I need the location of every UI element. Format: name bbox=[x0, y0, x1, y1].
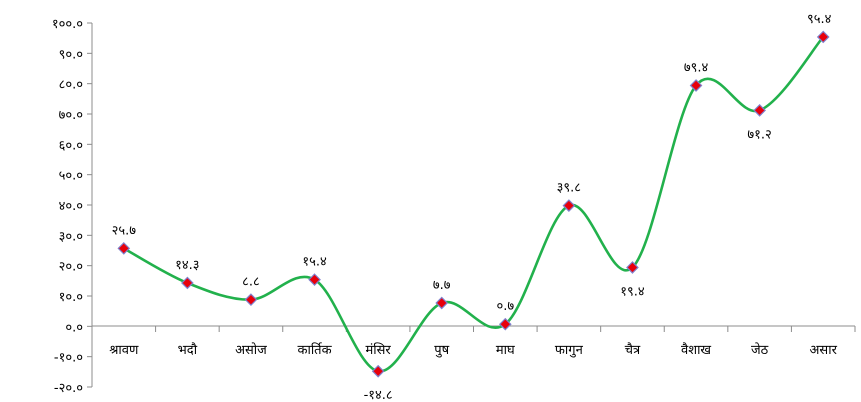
y-tick-label: २०.० bbox=[59, 260, 83, 275]
x-category-label: मंसिर bbox=[366, 342, 392, 358]
data-value-label: २५.७ bbox=[112, 223, 137, 238]
series-markers bbox=[117, 30, 830, 378]
data-value-label: १९.४ bbox=[620, 284, 645, 299]
data-value-label: १४.३ bbox=[175, 258, 199, 273]
y-tick-label: -२०.० bbox=[54, 381, 83, 396]
data-value-label: ०.७ bbox=[496, 299, 514, 314]
data-point-marker bbox=[689, 79, 703, 92]
data-labels: २५.७ १४.३ ८.८ १५.४ -१४.८ ७.७ ०.७ ३९.८ १९.४ ७९.४ ७१… bbox=[112, 12, 832, 402]
x-category-label: कार्तिक bbox=[297, 342, 332, 358]
x-category-label: जेठ bbox=[751, 342, 769, 358]
x-category-label: श्रावण bbox=[109, 343, 139, 358]
data-value-label: ९५.४ bbox=[807, 12, 832, 27]
data-value-label: १५.४ bbox=[302, 255, 327, 270]
x-category-label: माघ bbox=[496, 343, 515, 358]
x-category-label: असार bbox=[810, 343, 838, 358]
y-tick-label: ८०.० bbox=[59, 78, 83, 93]
x-axis: श्रावण भदौ असोज कार्तिक मंसिर पुष माघ फागुन चैत्… bbox=[91, 325, 856, 358]
data-value-label: ७९.४ bbox=[684, 60, 709, 75]
data-value-label: ८.८ bbox=[242, 275, 260, 290]
series-path bbox=[123, 36, 825, 373]
y-tick-label: ५०.० bbox=[59, 169, 83, 184]
data-value-label: ७१.२ bbox=[747, 127, 771, 142]
x-category-label: फागुन bbox=[555, 343, 584, 358]
y-tick-label: ६०.० bbox=[59, 138, 83, 153]
data-point-marker bbox=[244, 293, 258, 306]
x-category-label: वैशाख bbox=[681, 342, 711, 358]
y-tick-label: ४०.० bbox=[59, 199, 83, 214]
x-category-label: भदौ bbox=[178, 342, 198, 358]
data-point-marker bbox=[181, 276, 194, 290]
series-line bbox=[123, 36, 825, 373]
data-point-marker bbox=[371, 364, 385, 378]
data-point-marker bbox=[498, 317, 512, 331]
data-point-marker bbox=[816, 30, 830, 44]
x-category-label: चैत्र bbox=[625, 342, 641, 358]
data-value-label: -१४.८ bbox=[364, 388, 393, 402]
data-value-label: ३९.८ bbox=[557, 181, 582, 196]
data-point-marker bbox=[562, 199, 576, 212]
x-category-label: पुष bbox=[434, 343, 449, 358]
data-point-marker bbox=[626, 261, 639, 274]
x-category-label: असोज bbox=[235, 342, 267, 358]
y-tick-label: १००.० bbox=[52, 17, 83, 32]
data-point-marker bbox=[435, 296, 449, 310]
y-tick-label: ९०.० bbox=[59, 47, 83, 62]
y-tick-label: ३०.० bbox=[59, 229, 83, 244]
data-point-marker bbox=[308, 273, 321, 286]
y-tick-label: ७०.० bbox=[59, 108, 83, 123]
y-tick-label: १०.० bbox=[59, 290, 83, 305]
data-point-marker bbox=[117, 242, 131, 255]
data-value-label: ७.७ bbox=[433, 278, 451, 293]
y-tick-label: -१०.० bbox=[54, 351, 83, 366]
data-point-marker bbox=[753, 104, 766, 117]
y-tick-label: ०.० bbox=[65, 320, 83, 335]
y-axis: -२०.० -१०.० ०.० १०.० २०.० ३०.० ४०.० ५०.० ६०.० ७०.… bbox=[52, 17, 93, 396]
